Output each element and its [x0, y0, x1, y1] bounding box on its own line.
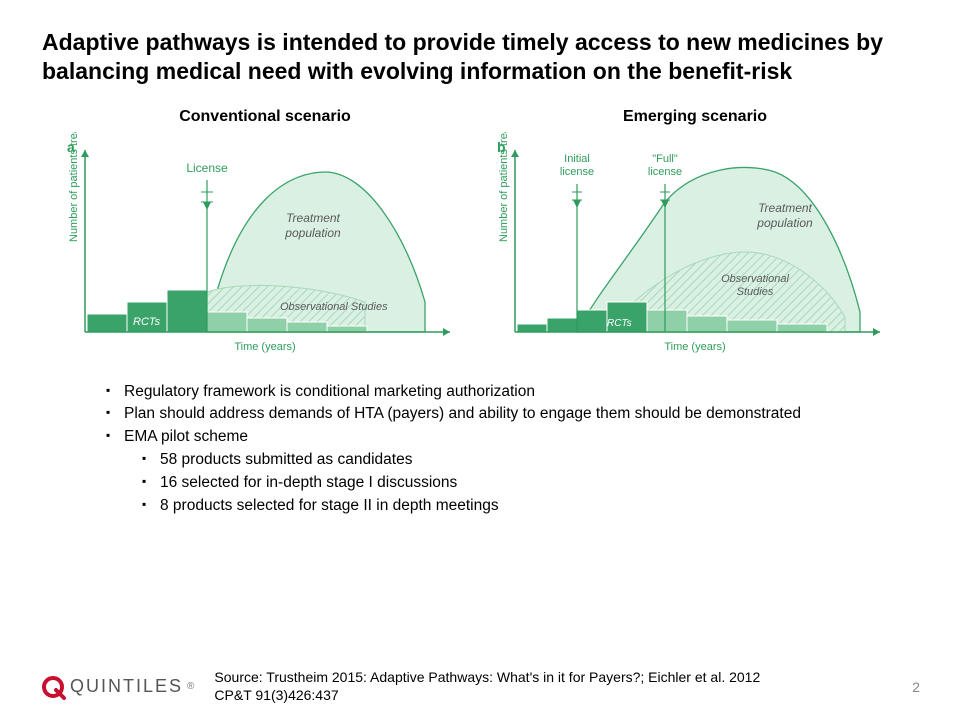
slide-title: Adaptive pathways is intended to provide… — [42, 28, 918, 86]
svg-text:population: population — [756, 216, 813, 230]
logo-ring-icon — [40, 674, 66, 700]
source-line2: CP&T 91(3)426:437 — [214, 687, 892, 705]
chart-b: Emerging scenario bInitiallicense"Full"l… — [495, 108, 895, 362]
chart-a-svg: aLicenseNumber of patients treatedTime (… — [65, 132, 465, 362]
bullet-item: Regulatory framework is conditional mark… — [102, 382, 918, 403]
svg-text:Observational: Observational — [721, 273, 789, 285]
chart-b-caption: Emerging scenario — [623, 108, 767, 126]
svg-text:"Full": "Full" — [652, 153, 678, 165]
charts-row: Conventional scenario aLicenseNumber of … — [42, 108, 918, 362]
page-number: 2 — [912, 679, 920, 695]
bullet-item: Plan should address demands of HTA (paye… — [102, 404, 918, 425]
svg-text:Observational Studies: Observational Studies — [280, 301, 388, 313]
bullets: Regulatory framework is conditional mark… — [102, 382, 918, 518]
svg-text:population: population — [284, 226, 341, 240]
svg-text:Studies: Studies — [737, 286, 774, 298]
chart-b-svg: bInitiallicense"Full"licenseNumber of pa… — [495, 132, 895, 362]
svg-text:Treatment: Treatment — [286, 211, 340, 225]
svg-text:Number of patients treated: Number of patients treated — [68, 132, 80, 242]
logo-trademark: ® — [187, 681, 194, 692]
sub-bullet-item: 8 products selected for stage II in dept… — [138, 496, 918, 517]
svg-text:RCTs: RCTs — [607, 318, 632, 329]
logo-text: QUINTILES — [70, 676, 183, 697]
svg-text:license: license — [560, 166, 594, 178]
svg-text:License: License — [186, 161, 228, 175]
bullet-item: EMA pilot scheme — [102, 427, 918, 448]
svg-text:Treatment: Treatment — [758, 201, 812, 215]
source-line1: Source: Trustheim 2015: Adaptive Pathway… — [214, 669, 892, 687]
chart-a: Conventional scenario aLicenseNumber of … — [65, 108, 465, 362]
sub-bullet-item: 16 selected for in-depth stage I discuss… — [138, 473, 918, 494]
sub-bullet-item: 58 products submitted as candidates — [138, 450, 918, 471]
logo: QUINTILES ® — [40, 674, 194, 700]
source-citation: Source: Trustheim 2015: Adaptive Pathway… — [214, 669, 892, 704]
svg-text:RCTs: RCTs — [133, 316, 161, 328]
svg-text:Initial: Initial — [564, 153, 590, 165]
footer: QUINTILES ® Source: Trustheim 2015: Adap… — [40, 669, 920, 704]
svg-text:license: license — [648, 166, 682, 178]
chart-a-caption: Conventional scenario — [179, 108, 351, 126]
svg-text:Time (years): Time (years) — [234, 341, 295, 353]
svg-text:Time (years): Time (years) — [664, 341, 725, 353]
svg-text:Number of patients treated: Number of patients treated — [498, 132, 510, 242]
